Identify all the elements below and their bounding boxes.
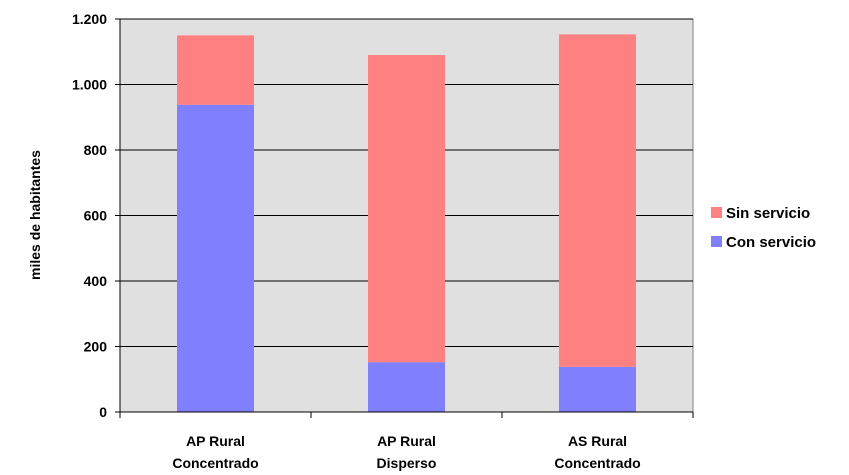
legend-swatch-con-servicio (711, 236, 722, 247)
y-tick-label: 200 (84, 339, 108, 355)
bar-con-servicio (177, 104, 254, 413)
x-tick-label: AP Rural (377, 433, 436, 449)
axes (115, 18, 694, 418)
y-tick-label: 0 (99, 404, 107, 420)
bar-sin-servicio (559, 34, 636, 367)
x-tick-label: Disperso (377, 455, 437, 471)
y-tick-label: 1.200 (72, 11, 107, 27)
y-tick-label: 1.000 (72, 77, 107, 93)
legend-label-sin-servicio: Sin servicio (726, 205, 810, 222)
x-tick-label: AP Rural (186, 433, 245, 449)
bar-sin-servicio (368, 55, 445, 363)
bar-sin-servicio (177, 35, 254, 105)
y-tick-label: 400 (84, 273, 108, 289)
y-tick-label: 800 (84, 142, 108, 158)
x-tick-label: Concentrado (172, 455, 258, 471)
bar-con-servicio (559, 366, 636, 412)
bars (177, 34, 636, 413)
legend-label-con-servicio: Con servicio (726, 234, 816, 251)
y-tick-labels: 0 200 400 600 800 1.000 1.200 (72, 11, 107, 420)
legend-swatch-sin-servicio (711, 207, 722, 218)
x-tick-label: AS Rural (568, 433, 627, 449)
y-axis-title: miles de habitantes (27, 150, 43, 280)
y-tick-label: 600 (84, 208, 108, 224)
x-tick-label: Concentrado (554, 455, 640, 471)
x-tick-labels: AP Rural Concentrado AP Rural Disperso AS Ru… (172, 433, 640, 471)
legend: Sin servicio Con servicio (711, 205, 816, 251)
bar-con-servicio (368, 362, 445, 412)
